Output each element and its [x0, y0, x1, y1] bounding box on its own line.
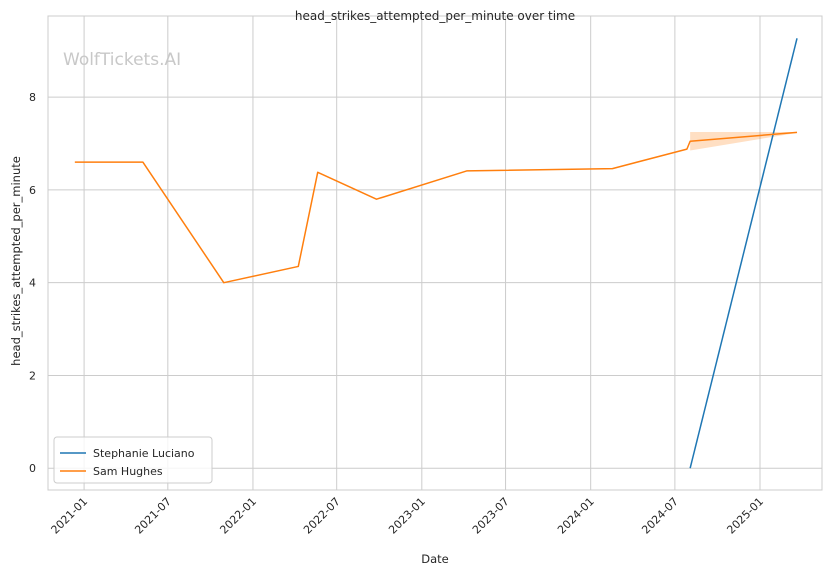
chart-title: head_strikes_attempted_per_minute over t…: [295, 9, 575, 23]
confidence-bands: [690, 131, 798, 151]
band-sam-hughes: [690, 131, 798, 151]
y-tick-label: 4: [29, 277, 36, 290]
y-gridlines: [48, 96, 822, 469]
y-tick-label: 2: [29, 369, 36, 382]
legend-box: [53, 436, 213, 484]
y-tick-label: 6: [29, 184, 36, 197]
plot-area: [48, 16, 822, 490]
watermark: WolfTickets.AI: [63, 50, 181, 70]
y-tick-labels: 0 2 4 6 8: [29, 91, 36, 475]
plot-frame: [47, 15, 823, 491]
legend-label-stephanie-luciano: Stephanie Luciano: [93, 447, 195, 460]
x-axis-title: Date: [421, 552, 449, 566]
legend-label-sam-hughes: Sam Hughes: [93, 465, 163, 478]
series-line-stephanie-luciano: [689, 38, 798, 469]
y-tick-label: 0: [29, 462, 36, 475]
series-lines: [74, 38, 798, 469]
legend: Stephanie Luciano Sam Hughes: [53, 436, 213, 484]
x-gridlines: [83, 16, 761, 490]
y-tick-label: 8: [29, 91, 36, 104]
y-axis-title: head_strikes_attempted_per_minute: [9, 156, 23, 366]
